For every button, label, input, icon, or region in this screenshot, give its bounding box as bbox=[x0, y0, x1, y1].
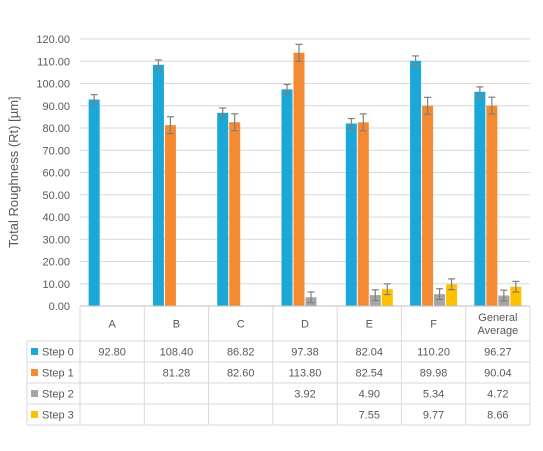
data-label: 9.77 bbox=[423, 410, 444, 422]
bar-step-0-a bbox=[88, 99, 100, 307]
x-tick-label: A bbox=[108, 319, 116, 331]
y-tick-label: 50.00 bbox=[42, 190, 70, 202]
y-tick-label: 40.00 bbox=[42, 212, 70, 224]
x-tick-label: D bbox=[301, 319, 309, 331]
y-tick-label: 70.00 bbox=[42, 145, 70, 157]
y-tick-label: 10.00 bbox=[42, 279, 70, 291]
y-tick-label: 90.00 bbox=[42, 101, 70, 113]
data-label: 113.80 bbox=[289, 368, 322, 380]
y-tick-label: 100.00 bbox=[36, 79, 70, 91]
y-tick-labels: 0.00 10.00 20.00 30.00 40.00 50.00 60.00 70.00 8… bbox=[36, 34, 70, 313]
data-label: 108.40 bbox=[160, 347, 194, 359]
bar-step-0-f bbox=[410, 60, 422, 307]
data-label: 4.90 bbox=[359, 389, 380, 401]
data-label: 86.82 bbox=[227, 347, 255, 359]
legend-label: Step 2 bbox=[42, 389, 74, 401]
gridlines bbox=[80, 38, 530, 307]
legend-swatch bbox=[31, 348, 38, 355]
x-tick-label: E bbox=[366, 319, 373, 331]
data-label: 3.92 bbox=[294, 389, 315, 401]
bar-step-0-c bbox=[217, 112, 229, 306]
bar-step-1-d bbox=[293, 52, 305, 306]
bar-step-2-f bbox=[434, 294, 446, 306]
bars bbox=[88, 52, 522, 307]
bar-step-1-f bbox=[422, 105, 434, 307]
y-tick-label: 0.00 bbox=[49, 301, 70, 313]
data-label: 5.34 bbox=[423, 389, 444, 401]
y-tick-label: 30.00 bbox=[42, 234, 70, 246]
y-tick-label: 110.00 bbox=[37, 56, 70, 68]
bar-step-0-e bbox=[345, 123, 357, 306]
bar-step-1-b bbox=[164, 125, 176, 306]
data-label: 89.98 bbox=[420, 368, 448, 380]
x-tick-label: Average bbox=[477, 325, 518, 337]
x-tick-label: F bbox=[430, 319, 437, 331]
data-label: 90.04 bbox=[484, 368, 512, 380]
data-label: 82.54 bbox=[356, 368, 384, 380]
data-label: 92.80 bbox=[98, 347, 126, 359]
bar-step-3-general-average bbox=[510, 286, 522, 306]
y-tick-label: 20.00 bbox=[42, 257, 70, 269]
data-label: 7.55 bbox=[359, 410, 380, 422]
x-tick-label: C bbox=[237, 319, 245, 331]
data-label: 82.60 bbox=[227, 368, 255, 380]
bar-step-0-general-average bbox=[474, 91, 486, 306]
bar-step-1-general-average bbox=[486, 105, 498, 306]
y-axis-label: Total Roughness (Rt) [µm] bbox=[6, 96, 21, 247]
legend-label: Step 3 bbox=[42, 410, 74, 422]
legend-label: Step 1 bbox=[42, 368, 74, 380]
bar-step-3-e bbox=[381, 289, 393, 306]
data-label: 4.72 bbox=[487, 389, 508, 401]
bar-step-0-d bbox=[281, 89, 293, 306]
legend-swatch bbox=[31, 369, 38, 376]
bar-step-1-c bbox=[229, 122, 241, 306]
bar-step-0-b bbox=[152, 64, 164, 306]
bar-step-1-e bbox=[357, 122, 369, 306]
y-tick-label: 80.00 bbox=[42, 123, 70, 135]
data-label: 81.28 bbox=[163, 368, 191, 380]
legend-swatch bbox=[31, 411, 38, 418]
x-tick-label: B bbox=[173, 319, 180, 331]
legend-label: Step 0 bbox=[42, 347, 74, 359]
data-label: 82.04 bbox=[356, 347, 384, 359]
data-label: 97.38 bbox=[291, 347, 319, 359]
error-bars bbox=[90, 43, 520, 304]
y-tick-label: 60.00 bbox=[42, 168, 70, 180]
data-label: 96.27 bbox=[484, 347, 512, 359]
y-tick-label: 120.00 bbox=[36, 34, 70, 46]
x-tick-label: General bbox=[478, 312, 517, 324]
legend-swatch bbox=[31, 390, 38, 397]
data-label: 110.20 bbox=[417, 347, 450, 359]
data-label: 8.66 bbox=[487, 410, 508, 422]
bar-step-3-f bbox=[446, 284, 458, 306]
